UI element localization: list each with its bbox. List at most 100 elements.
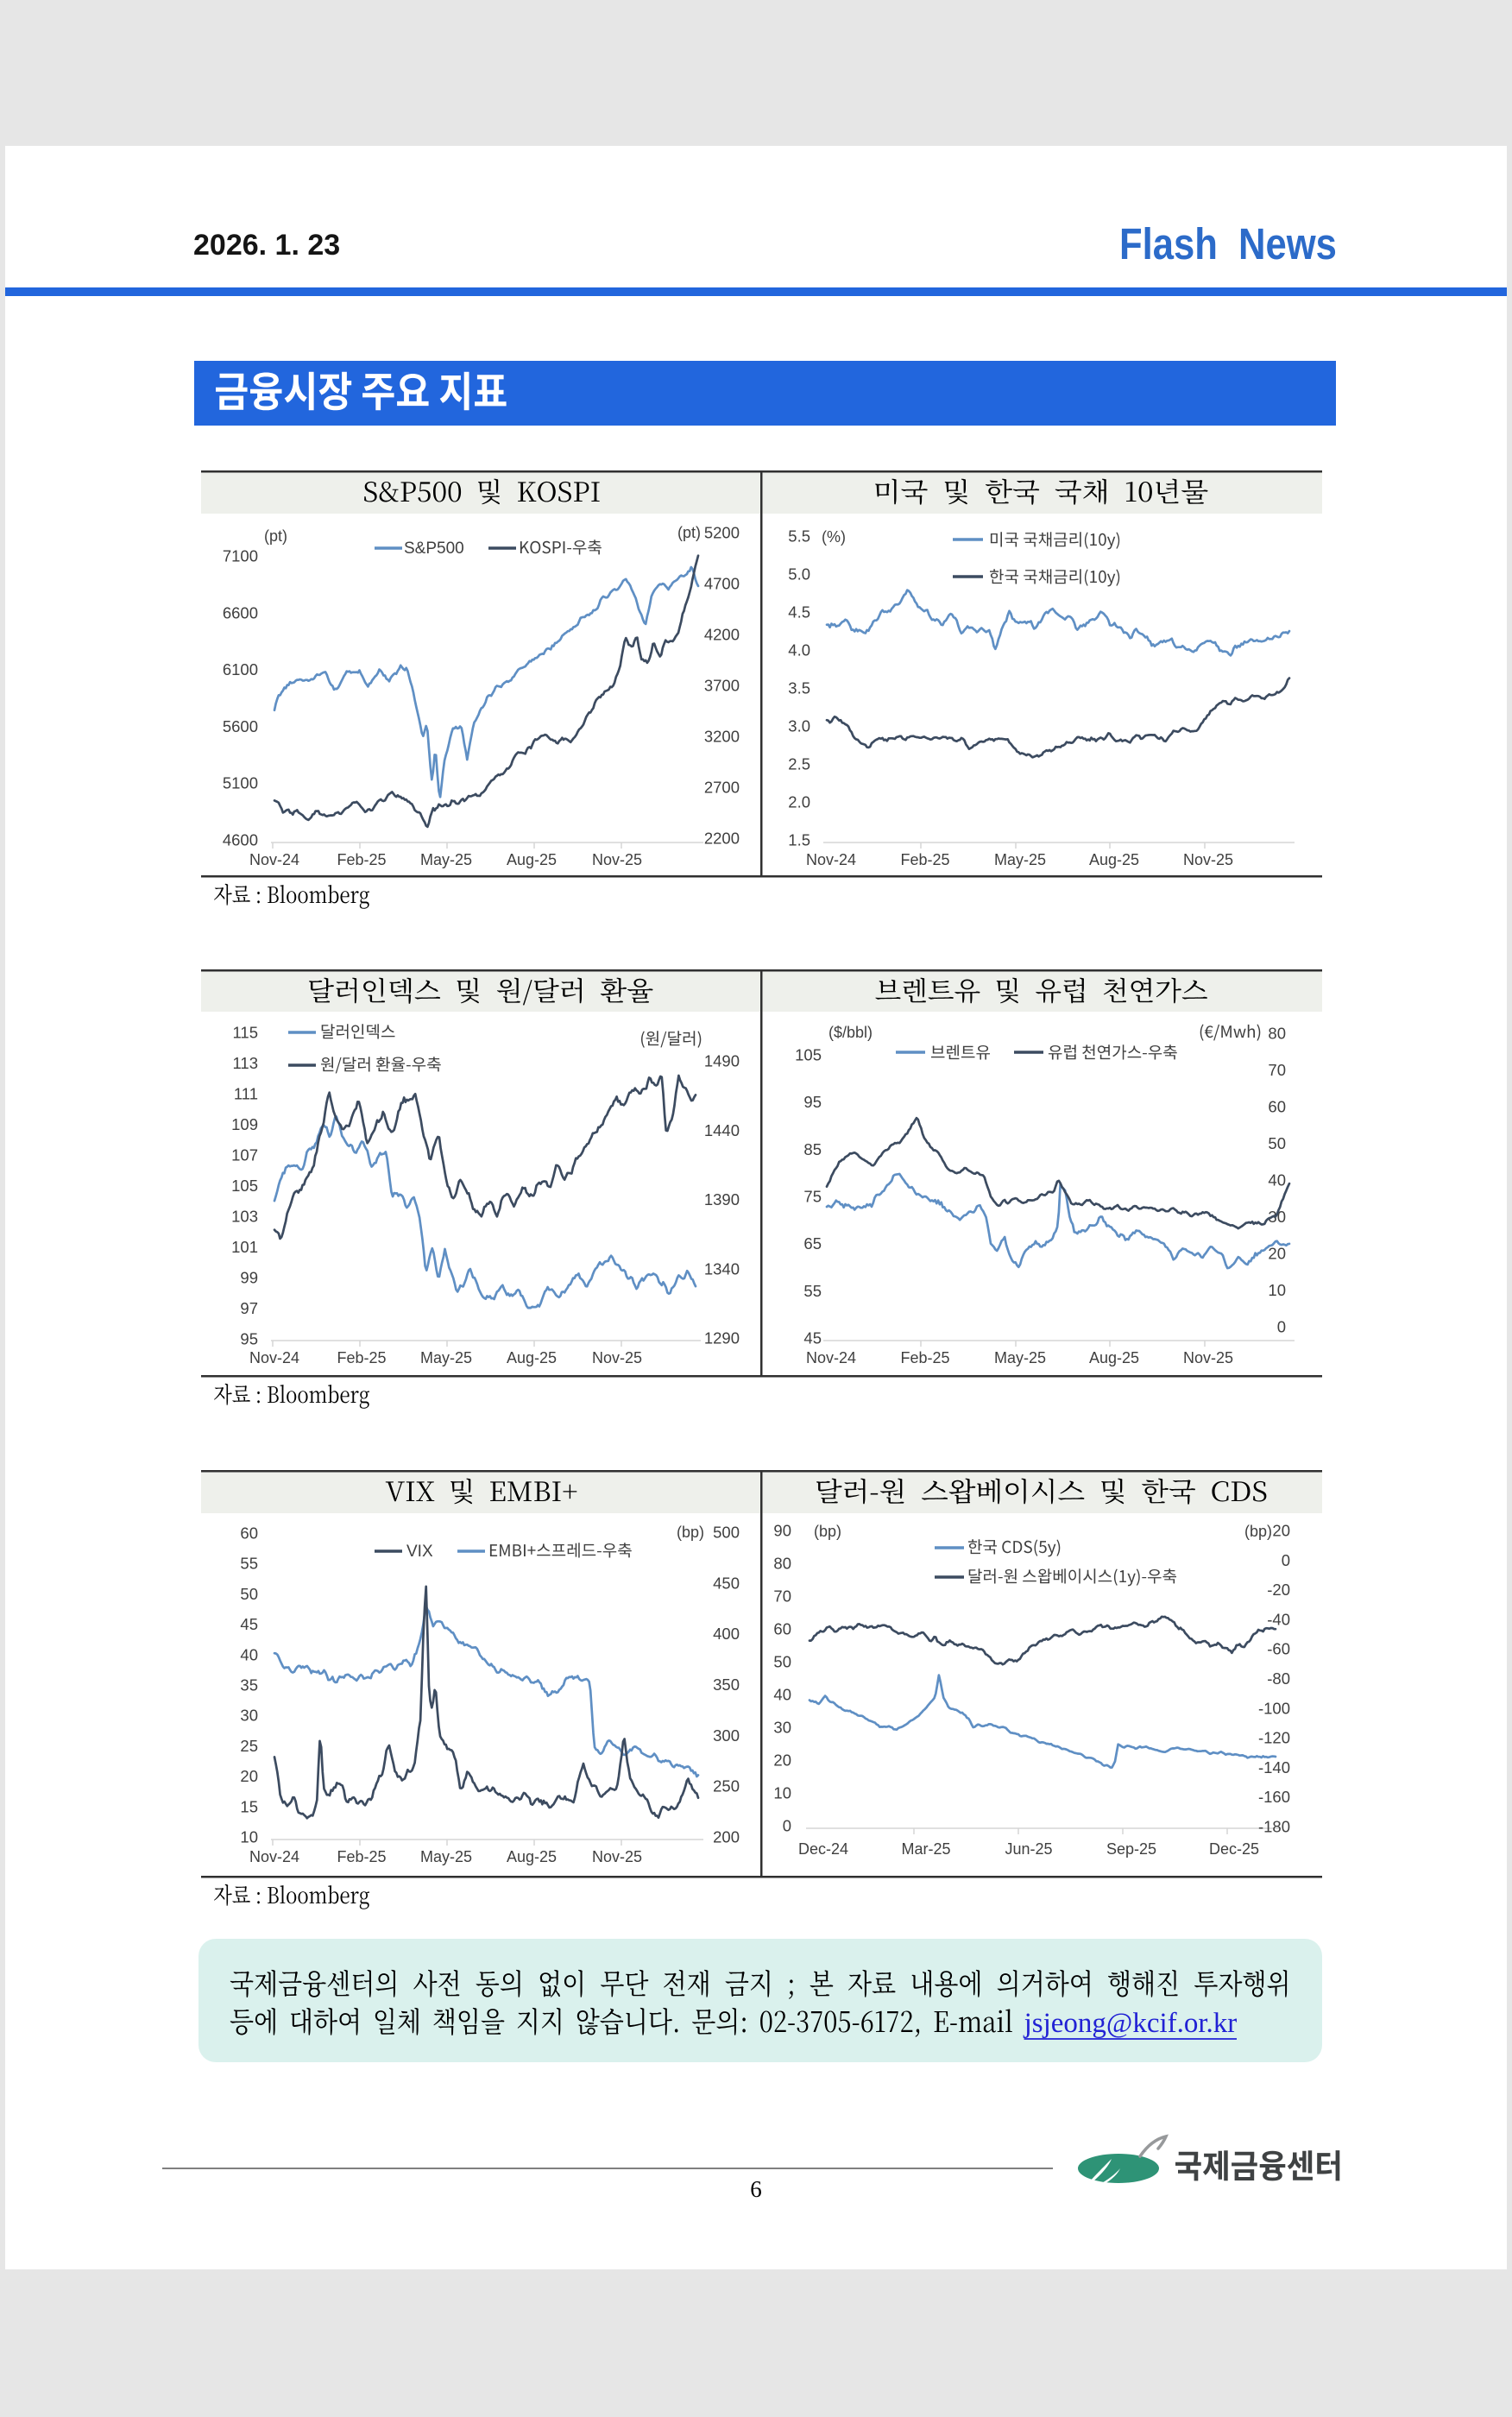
svg-text:(%): (%) [822, 528, 846, 546]
svg-text:Feb-25: Feb-25 [337, 1848, 386, 1865]
svg-text:1340: 1340 [704, 1259, 740, 1278]
svg-text:2700: 2700 [704, 779, 740, 797]
svg-text:3.0: 3.0 [788, 717, 810, 735]
svg-text:500: 500 [713, 1524, 740, 1542]
svg-text:97: 97 [240, 1299, 258, 1317]
svg-text:-120: -120 [1258, 1729, 1290, 1747]
svg-text:Nov-25: Nov-25 [592, 851, 642, 868]
svg-text:90: 90 [773, 1522, 791, 1540]
svg-text:45: 45 [240, 1615, 258, 1633]
svg-text:2200: 2200 [704, 830, 740, 848]
svg-text:20: 20 [1268, 1245, 1286, 1263]
svg-text:1440: 1440 [704, 1121, 740, 1139]
svg-text:25: 25 [240, 1737, 258, 1755]
svg-text:4.0: 4.0 [788, 641, 810, 659]
svg-text:May-25: May-25 [994, 851, 1046, 868]
svg-text:40: 40 [773, 1686, 791, 1704]
svg-text:Aug-25: Aug-25 [507, 851, 557, 868]
svg-text:S&P500: S&P500 [404, 540, 464, 558]
svg-text:May-25: May-25 [994, 1349, 1046, 1366]
svg-text:(pt): (pt) [677, 524, 701, 541]
svg-text:Aug-25: Aug-25 [1089, 1349, 1139, 1366]
svg-text:7100: 7100 [223, 547, 258, 565]
svg-text:4600: 4600 [223, 831, 258, 849]
svg-text:40: 40 [1268, 1171, 1286, 1190]
svg-text:111: 111 [234, 1085, 258, 1103]
svg-text:May-25: May-25 [420, 1349, 472, 1366]
svg-text:Nov-24: Nov-24 [249, 1349, 299, 1366]
svg-text:-40: -40 [1267, 1610, 1290, 1628]
svg-text:6100: 6100 [223, 660, 258, 678]
svg-text:95: 95 [240, 1330, 258, 1348]
svg-text:20: 20 [1272, 1522, 1290, 1540]
svg-text:4700: 4700 [704, 575, 740, 593]
svg-text:30: 30 [773, 1719, 791, 1737]
svg-text:50: 50 [1268, 1134, 1286, 1152]
svg-text:3700: 3700 [704, 677, 740, 695]
svg-text:May-25: May-25 [420, 851, 472, 868]
svg-text:3200: 3200 [704, 728, 740, 746]
svg-text:10: 10 [1268, 1281, 1286, 1299]
svg-text:Nov-25: Nov-25 [592, 1349, 642, 1366]
svg-text:Sep-25: Sep-25 [1106, 1840, 1156, 1858]
svg-text:(bp): (bp) [814, 1523, 841, 1540]
svg-text:3.5: 3.5 [788, 679, 810, 697]
svg-text:1390: 1390 [704, 1190, 740, 1208]
svg-text:80: 80 [773, 1555, 791, 1573]
svg-text:Nov-24: Nov-24 [806, 1349, 856, 1366]
svg-text:Dec-24: Dec-24 [798, 1840, 848, 1858]
svg-text:5200: 5200 [704, 524, 740, 542]
svg-text:Feb-25: Feb-25 [900, 1349, 949, 1366]
svg-text:10: 10 [240, 1828, 258, 1846]
svg-text:30: 30 [1268, 1208, 1286, 1226]
svg-text:2.5: 2.5 [788, 755, 810, 773]
svg-text:105: 105 [795, 1046, 822, 1064]
svg-text:60: 60 [773, 1620, 791, 1638]
svg-text:2.0: 2.0 [788, 793, 810, 811]
svg-text:May-25: May-25 [420, 1848, 472, 1865]
svg-text:Nov-24: Nov-24 [249, 851, 299, 868]
svg-text:250: 250 [713, 1777, 740, 1795]
svg-text:6600: 6600 [223, 603, 258, 622]
svg-text:-180: -180 [1258, 1818, 1290, 1836]
svg-text:Jun-25: Jun-25 [1005, 1840, 1052, 1858]
svg-text:(bp): (bp) [677, 1524, 704, 1541]
svg-text:115: 115 [233, 1024, 259, 1042]
svg-text:(bp): (bp) [1244, 1523, 1272, 1540]
svg-text:20: 20 [773, 1751, 791, 1770]
svg-text:Mar-25: Mar-25 [901, 1840, 950, 1858]
svg-text:Aug-25: Aug-25 [1089, 851, 1139, 868]
svg-text:Nov-24: Nov-24 [806, 851, 856, 868]
svg-text:4.5: 4.5 [788, 603, 810, 622]
svg-text:0: 0 [1282, 1551, 1290, 1569]
svg-text:6: 6 [750, 2176, 762, 2202]
svg-text:113: 113 [233, 1054, 259, 1072]
svg-text:-160: -160 [1258, 1788, 1290, 1806]
svg-text:0: 0 [783, 1817, 791, 1835]
svg-text:50: 50 [240, 1585, 258, 1603]
svg-text:450: 450 [713, 1574, 740, 1592]
svg-text:(pt): (pt) [264, 527, 287, 545]
svg-text:75: 75 [803, 1188, 822, 1206]
svg-text:99: 99 [240, 1269, 258, 1287]
svg-text:103: 103 [231, 1208, 258, 1226]
svg-text:109: 109 [231, 1115, 258, 1133]
svg-text:-20: -20 [1267, 1581, 1290, 1599]
svg-text:35: 35 [240, 1676, 258, 1694]
svg-text:105: 105 [231, 1177, 258, 1195]
svg-text:5.0: 5.0 [788, 565, 810, 584]
svg-text:20: 20 [240, 1767, 258, 1785]
svg-text:101: 101 [231, 1238, 258, 1256]
svg-text:15: 15 [240, 1797, 258, 1815]
svg-text:200: 200 [713, 1828, 740, 1846]
svg-text:Aug-25: Aug-25 [507, 1349, 557, 1366]
svg-text:60: 60 [1268, 1098, 1286, 1116]
svg-text:50: 50 [773, 1653, 791, 1671]
svg-text:40: 40 [240, 1645, 258, 1663]
svg-text:55: 55 [803, 1282, 822, 1300]
svg-text:Dec-25: Dec-25 [1209, 1840, 1259, 1858]
svg-text:45: 45 [803, 1329, 822, 1347]
svg-text:0: 0 [1277, 1318, 1286, 1336]
svg-text:55: 55 [240, 1555, 258, 1573]
svg-text:85: 85 [803, 1140, 822, 1158]
